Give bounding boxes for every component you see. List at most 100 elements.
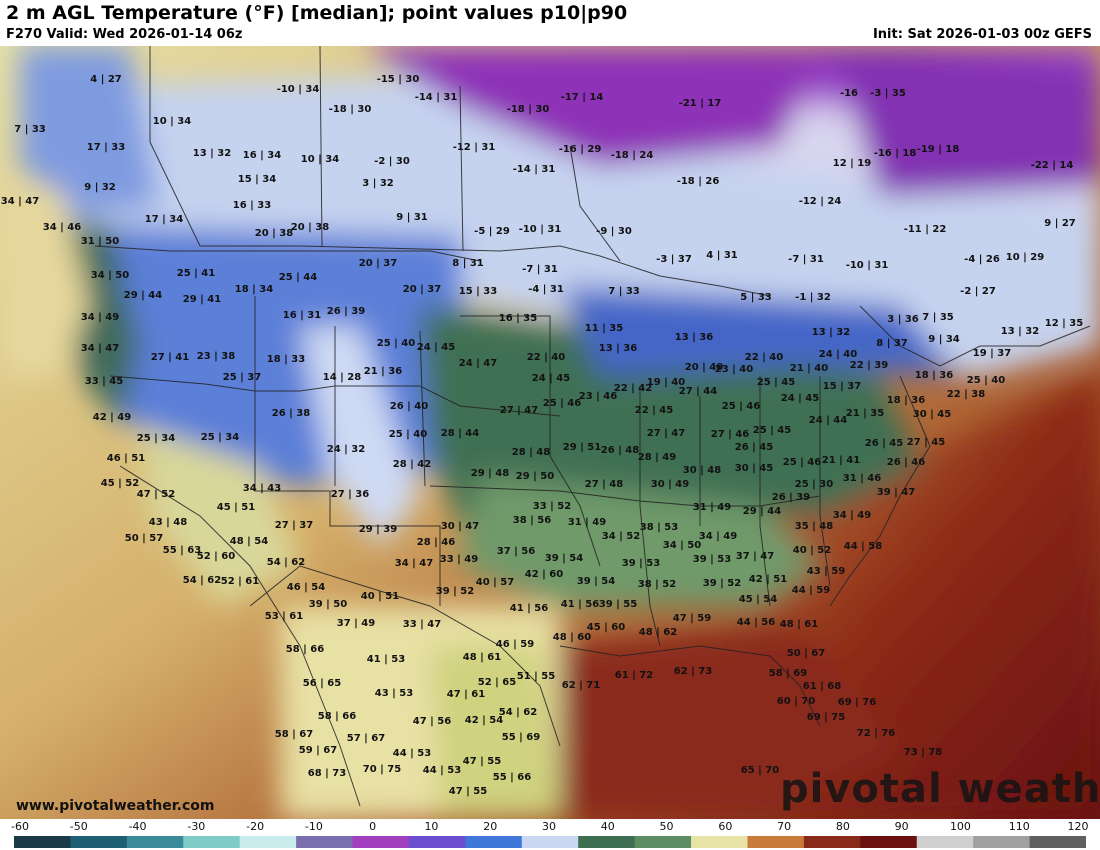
colorbar-segment bbox=[14, 836, 71, 848]
point-value: 39 | 47 bbox=[877, 487, 915, 498]
colorbar-segment bbox=[352, 836, 410, 848]
point-value: 24 | 47 bbox=[459, 358, 497, 369]
point-value: 55 | 69 bbox=[502, 732, 540, 743]
point-value: -18 | 26 bbox=[677, 176, 720, 187]
point-value: 21 | 40 bbox=[790, 363, 828, 374]
point-value: 58 | 69 bbox=[769, 668, 807, 679]
point-value: 24 | 44 bbox=[809, 415, 847, 426]
point-value: 45 | 54 bbox=[739, 594, 777, 605]
point-value: 12 | 35 bbox=[1045, 318, 1083, 329]
point-value: 27 | 45 bbox=[907, 437, 945, 448]
point-value: 20 | 37 bbox=[359, 258, 397, 269]
point-value: 42 | 51 bbox=[749, 574, 787, 585]
point-value: 48 | 62 bbox=[639, 627, 677, 638]
point-value: 25 | 44 bbox=[279, 272, 317, 283]
point-value: 26 | 45 bbox=[735, 442, 773, 453]
point-value: 39 | 55 bbox=[599, 599, 637, 610]
point-value: 23 | 38 bbox=[197, 351, 235, 362]
point-value: 34 | 47 bbox=[81, 343, 119, 354]
point-value: 20 | 40 bbox=[685, 362, 723, 373]
colorbar: -60 -50 -40 -30 -20 -10 0 10 20 30 40 50 60 70 80 90 100… bbox=[0, 819, 1100, 850]
point-value: 29 | 39 bbox=[359, 524, 397, 535]
map-title: 2 m AGL Temperature (°F) [median]; point… bbox=[6, 2, 628, 24]
point-value: 13 | 36 bbox=[599, 343, 637, 354]
point-value: -3 | 35 bbox=[870, 88, 906, 99]
point-value: 55 | 66 bbox=[493, 772, 531, 783]
point-value: 35 | 48 bbox=[795, 521, 833, 532]
colorbar-label: -10 bbox=[304, 820, 323, 833]
point-value: 33 | 49 bbox=[440, 554, 478, 565]
point-value: 62 | 71 bbox=[562, 680, 600, 691]
point-value: 34 | 49 bbox=[81, 312, 119, 323]
point-value: 13 | 32 bbox=[193, 148, 231, 159]
point-value: 26 | 46 bbox=[887, 457, 925, 468]
point-value: 39 | 52 bbox=[436, 586, 474, 597]
colorbar-segment bbox=[803, 836, 861, 848]
colorbar-label: 60 bbox=[718, 820, 733, 833]
point-value: 25 | 45 bbox=[753, 425, 791, 436]
colorbar-label: -20 bbox=[246, 820, 265, 833]
temperature-field bbox=[0, 46, 1100, 819]
point-value: 26 | 39 bbox=[772, 492, 810, 503]
point-value: 42 | 54 bbox=[465, 715, 503, 726]
point-value: 37 | 56 bbox=[497, 546, 535, 557]
point-value: 24 | 45 bbox=[417, 342, 455, 353]
point-value: -21 | 17 bbox=[679, 98, 722, 109]
point-value: 25 | 41 bbox=[177, 268, 215, 279]
point-value: 10 | 34 bbox=[301, 154, 339, 165]
point-value: 19 | 40 bbox=[647, 377, 685, 388]
point-value: 20 | 37 bbox=[403, 284, 441, 295]
point-value: 24 | 45 bbox=[781, 393, 819, 404]
point-value: 29 | 44 bbox=[743, 506, 781, 517]
point-value: 31 | 49 bbox=[568, 517, 606, 528]
point-value: -10 | 31 bbox=[519, 224, 562, 235]
point-value: 48 | 54 bbox=[230, 536, 268, 547]
point-value: -18 | 30 bbox=[507, 104, 550, 115]
point-value: 9 | 34 bbox=[928, 334, 960, 345]
point-value: 60 | 70 bbox=[777, 696, 815, 707]
point-value: 22 | 45 bbox=[635, 405, 673, 416]
point-value: 58 | 66 bbox=[286, 644, 324, 655]
point-value: 3 | 32 bbox=[362, 178, 394, 189]
point-value: 25 | 30 bbox=[795, 479, 833, 490]
point-value: 18 | 36 bbox=[887, 395, 925, 406]
point-value: 33 | 52 bbox=[533, 501, 571, 512]
point-value: 47 | 55 bbox=[449, 786, 487, 797]
colorbar-label: 70 bbox=[777, 820, 792, 833]
point-value: 29 | 51 bbox=[563, 442, 601, 453]
point-value: 7 | 35 bbox=[922, 312, 954, 323]
point-value: 39 | 54 bbox=[577, 576, 615, 587]
point-value: 62 | 73 bbox=[674, 666, 712, 677]
point-value: -16 bbox=[840, 88, 858, 99]
point-value: 50 | 57 bbox=[125, 533, 163, 544]
point-value: 45 | 52 bbox=[101, 478, 139, 489]
point-value: 30 | 49 bbox=[651, 479, 689, 490]
colorbar-segment bbox=[408, 836, 466, 848]
point-value: 47 | 52 bbox=[137, 489, 175, 500]
point-value: 15 | 33 bbox=[459, 286, 497, 297]
point-value: 16 | 31 bbox=[283, 310, 321, 321]
point-value: 18 | 36 bbox=[915, 370, 953, 381]
point-value: 21 | 36 bbox=[364, 366, 402, 377]
colorbar-label: 100 bbox=[949, 820, 971, 833]
point-value: 46 | 54 bbox=[287, 582, 325, 593]
colorbar-segment bbox=[183, 836, 241, 848]
point-value: 44 | 58 bbox=[844, 541, 882, 552]
point-value: 55 | 63 bbox=[163, 545, 201, 556]
point-value: 52 | 60 bbox=[197, 551, 235, 562]
point-value: -18 | 24 bbox=[611, 150, 654, 161]
point-value: -4 | 26 bbox=[964, 254, 1000, 265]
colorbar-label: -40 bbox=[128, 820, 147, 833]
init-time: Init: Sat 2026-01-03 00z GEFS bbox=[872, 27, 1092, 42]
point-value: 24 | 45 bbox=[532, 373, 570, 384]
point-value: 31 | 50 bbox=[81, 236, 119, 247]
point-value: -3 | 37 bbox=[656, 254, 692, 265]
point-value: -14 | 31 bbox=[415, 92, 458, 103]
point-value: 30 | 45 bbox=[735, 463, 773, 474]
point-value: 34 | 47 bbox=[1, 196, 39, 207]
point-value: 29 | 50 bbox=[516, 471, 554, 482]
point-value: 24 | 40 bbox=[819, 349, 857, 360]
point-value: 22 | 39 bbox=[850, 360, 888, 371]
point-value: 18 | 34 bbox=[235, 284, 273, 295]
point-value: 21 | 41 bbox=[822, 455, 860, 466]
